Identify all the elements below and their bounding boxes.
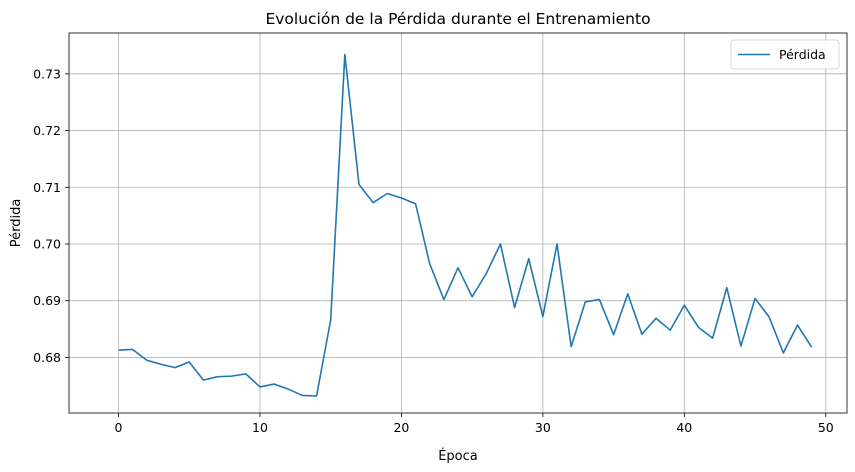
y-axis: 0.68 0.69 0.70 0.71 0.72 0.73: [33, 66, 69, 365]
y-tick-label: 0.73: [33, 66, 61, 81]
x-tick-label: 0: [115, 420, 123, 435]
y-tick-label: 0.71: [33, 180, 61, 195]
y-tick-label: 0.68: [33, 350, 61, 365]
grid: [69, 33, 847, 413]
x-axis: 0 10 20 30 40 50: [115, 413, 834, 435]
x-tick-label: 50: [818, 420, 834, 435]
x-tick-label: 40: [676, 420, 692, 435]
chart-title: Evolución de la Pérdida durante el Entre…: [265, 10, 650, 28]
x-axis-label: Época: [438, 448, 478, 464]
y-tick-label: 0.69: [33, 293, 61, 308]
x-tick-label: 30: [535, 420, 551, 435]
y-axis-label: Pérdida: [9, 199, 24, 248]
y-tick-label: 0.70: [33, 236, 61, 251]
legend-label: Pérdida: [779, 47, 826, 62]
legend-box: [730, 39, 840, 70]
x-tick-label: 20: [393, 420, 409, 435]
axes-frame: [68, 32, 848, 414]
legend: Pérdida: [730, 39, 840, 70]
y-tick-label: 0.72: [33, 123, 61, 138]
x-tick-label: 10: [252, 420, 268, 435]
loss-series-line: [118, 53, 813, 397]
